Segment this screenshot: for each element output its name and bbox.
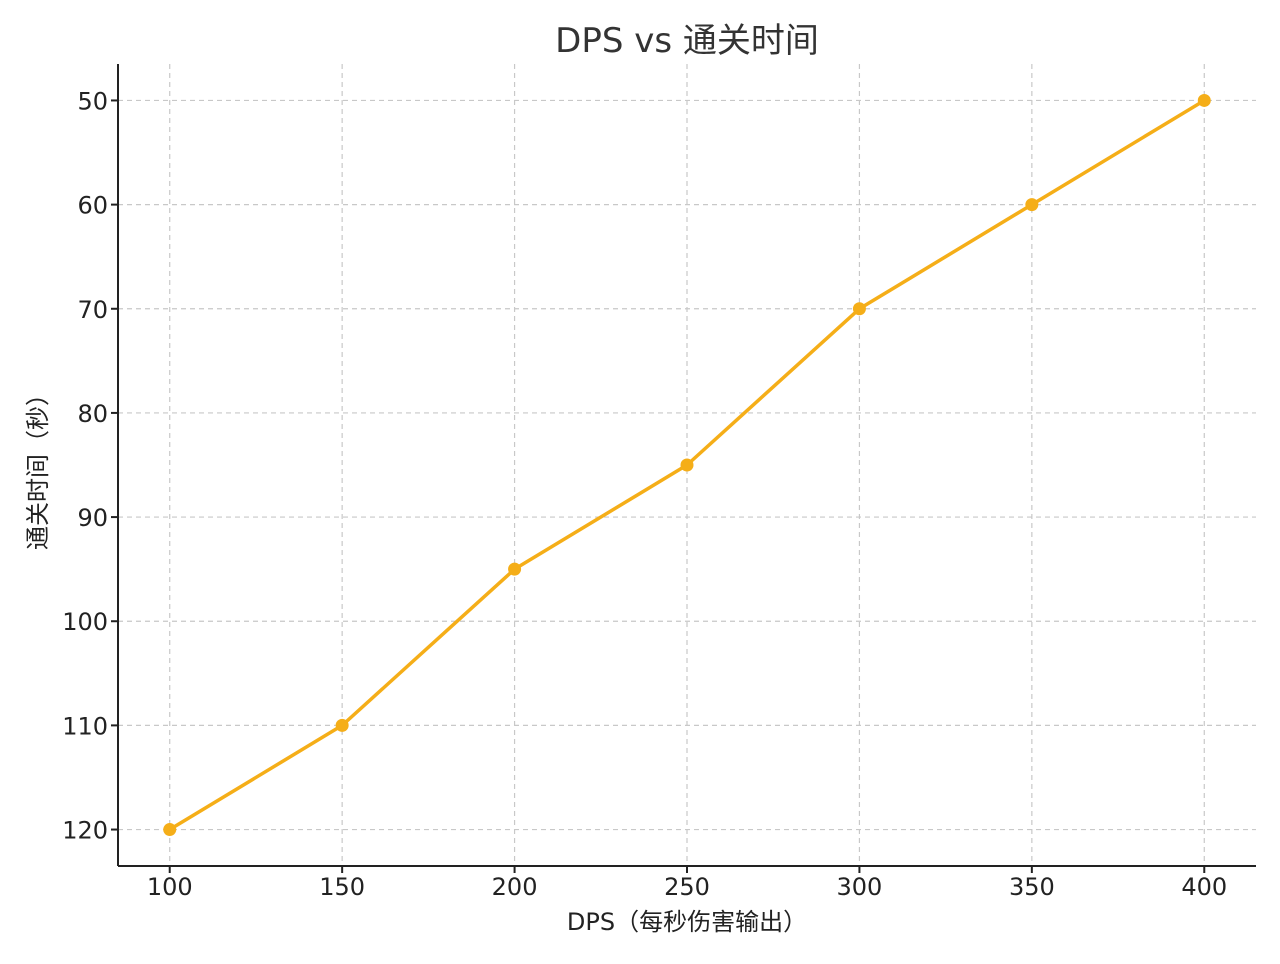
chart-title: DPS vs 通关时间 (555, 21, 819, 61)
data-point (1025, 198, 1039, 212)
x-tick-label: 250 (664, 873, 710, 901)
data-point (163, 823, 177, 837)
x-tick-label: 200 (492, 873, 538, 901)
data-point (335, 718, 349, 732)
series (163, 93, 1211, 837)
y-tick-label: 60 (77, 192, 108, 220)
x-axis-label: DPS（每秒伤害输出） (567, 908, 807, 936)
x-tick-label: 400 (1181, 873, 1227, 901)
y-tick-label: 80 (77, 400, 108, 428)
y-tick-label: 100 (62, 608, 108, 636)
y-tick-label: 70 (77, 296, 108, 324)
y-tick-label: 50 (77, 87, 108, 115)
data-point (852, 302, 866, 316)
x-tick-label: 300 (837, 873, 883, 901)
data-point (508, 562, 522, 576)
data-point (1197, 93, 1211, 107)
tick-labels: 100 150 200 250 300 350 400 50 60 70 80 90 100 110 120 (62, 87, 1227, 901)
x-tick-label: 350 (1009, 873, 1055, 901)
x-tick-label: 100 (147, 873, 193, 901)
y-tick-label: 120 (62, 817, 108, 845)
x-tick-label: 150 (319, 873, 365, 901)
y-tick-label: 110 (62, 712, 108, 740)
data-point (680, 458, 694, 472)
axes (111, 64, 1256, 873)
y-axis-label: 通关时间（秒） (24, 382, 52, 550)
y-tick-label: 90 (77, 504, 108, 532)
